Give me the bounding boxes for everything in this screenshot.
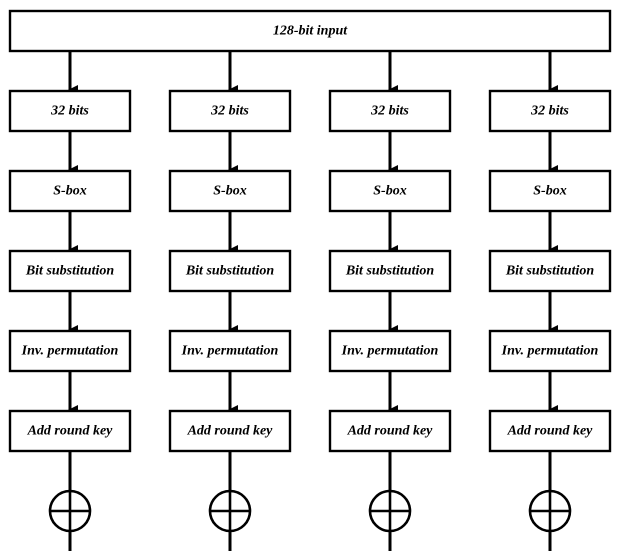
inv-permutation-box (328, 329, 452, 373)
inv-permutation-block: Inv. permutation (168, 329, 292, 373)
add-round-key-box (328, 409, 452, 453)
add-round-key-label: Add round key (187, 424, 274, 439)
bit-substitution-label: Bit substitution (345, 264, 435, 279)
column-2: 32 bits S-box Bit substitution Inv. permuta… (168, 52, 292, 551)
32-bits-label: 32 bits (370, 104, 409, 119)
s-box-label: S-box (533, 184, 566, 199)
bit-substitution-label: Bit substitution (25, 264, 115, 279)
s-box-block: S-box (8, 169, 132, 213)
s-box-block: S-box (168, 169, 292, 213)
32-bits-block: 32 bits (8, 89, 132, 133)
xor-icon (368, 489, 412, 533)
inv-permutation-block: Inv. permutation (328, 329, 452, 373)
s-box-box (328, 169, 452, 213)
column-3: 32 bits S-box Bit substitution Inv. permuta… (328, 52, 452, 551)
bit-substitution-label: Bit substitution (505, 264, 595, 279)
inv-permutation-box (488, 329, 612, 373)
input-label: 128-bit input (273, 24, 348, 39)
32-bits-box (168, 89, 292, 133)
xor-icon (48, 489, 92, 533)
xor-icon (208, 489, 252, 533)
bit-substitution-block: Bit substitution (488, 249, 612, 293)
32-bits-label: 32 bits (210, 104, 249, 119)
inv-permutation-box (168, 329, 292, 373)
s-box-box (8, 169, 132, 213)
add-round-key-label: Add round key (507, 424, 594, 439)
s-box-box (488, 169, 612, 213)
32-bits-block: 32 bits (488, 89, 612, 133)
input-block: 128-bit input (8, 9, 612, 53)
columns: 32 bits S-box Bit substitution Inv. permuta… (8, 52, 612, 551)
32-bits-block: 32 bits (328, 89, 452, 133)
add-round-key-box (488, 409, 612, 453)
bit-substitution-box (8, 249, 132, 293)
32-bits-box (328, 89, 452, 133)
xor-icon (528, 489, 572, 533)
column-1: 32 bits S-box Bit substitution Inv. permuta… (8, 52, 132, 551)
inv-permutation-block: Inv. permutation (8, 329, 132, 373)
bit-substitution-label: Bit substitution (185, 264, 275, 279)
s-box-block: S-box (328, 169, 452, 213)
column-4: 32 bits S-box Bit substitution Inv. permuta… (488, 52, 612, 551)
inv-permutation-label: Inv. permutation (501, 344, 599, 359)
bit-substitution-block: Bit substitution (168, 249, 292, 293)
inv-permutation-label: Inv. permutation (21, 344, 119, 359)
32-bits-block: 32 bits (168, 89, 292, 133)
s-box-box (168, 169, 292, 213)
s-box-label: S-box (213, 184, 246, 199)
inv-permutation-label: Inv. permutation (341, 344, 439, 359)
add-round-key-label: Add round key (27, 424, 114, 439)
bit-substitution-box (488, 249, 612, 293)
bit-substitution-block: Bit substitution (328, 249, 452, 293)
add-round-key-block: Add round key (328, 409, 452, 453)
add-round-key-box (8, 409, 132, 453)
s-box-block: S-box (488, 169, 612, 213)
32-bits-label: 32 bits (530, 104, 569, 119)
inv-permutation-box (8, 329, 132, 373)
32-bits-label: 32 bits (50, 104, 89, 119)
s-box-label: S-box (373, 184, 406, 199)
s-box-label: S-box (53, 184, 86, 199)
add-round-key-block: Add round key (168, 409, 292, 453)
inv-permutation-label: Inv. permutation (181, 344, 279, 359)
add-round-key-block: Add round key (8, 409, 132, 453)
32-bits-box (8, 89, 132, 133)
bit-substitution-box (328, 249, 452, 293)
add-round-key-box (168, 409, 292, 453)
32-bits-box (488, 89, 612, 133)
add-round-key-block: Add round key (488, 409, 612, 453)
input-box (8, 9, 612, 53)
add-round-key-label: Add round key (347, 424, 434, 439)
bit-substitution-block: Bit substitution (8, 249, 132, 293)
bit-substitution-box (168, 249, 292, 293)
inv-permutation-block: Inv. permutation (488, 329, 612, 373)
